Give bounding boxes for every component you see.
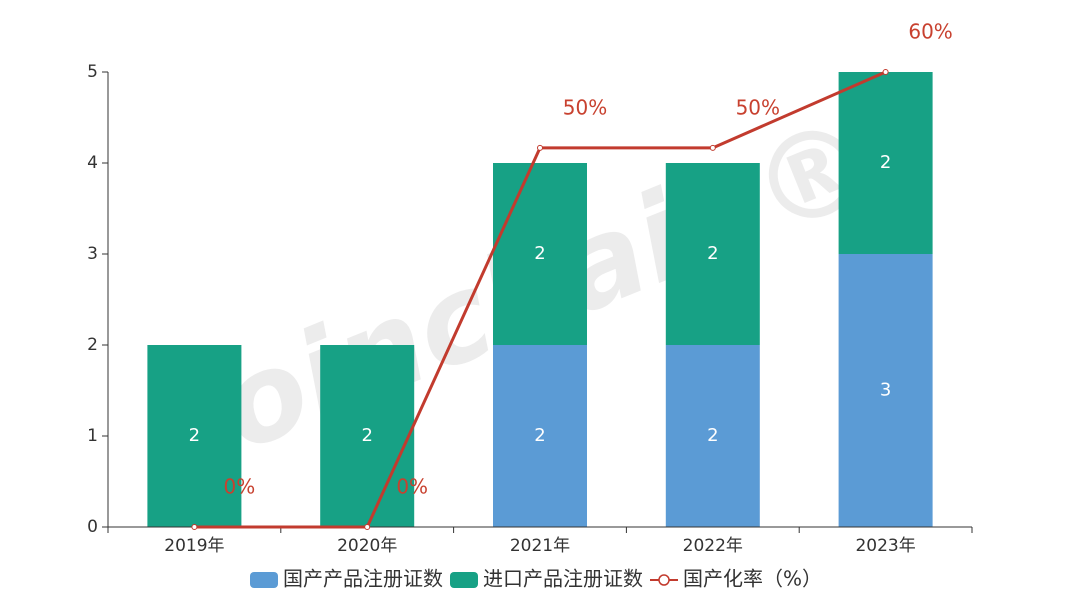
y-tick-label: 2 <box>87 335 98 355</box>
bar <box>665 163 760 345</box>
bar <box>838 72 933 254</box>
bar <box>320 345 415 527</box>
x-tick-label: 2022年 <box>683 536 743 556</box>
x-tick-label: 2019年 <box>164 536 224 556</box>
point-label: 0% <box>224 475 256 499</box>
bar-label: 3 <box>880 380 891 401</box>
y-tick-label: 0 <box>87 517 98 537</box>
x-tick-label: 2020年 <box>337 536 397 556</box>
point-label: 0% <box>396 475 428 499</box>
bar <box>838 254 933 527</box>
legend-label: 国产化率（%） <box>683 567 822 591</box>
y-tick-label: 1 <box>87 426 98 446</box>
bar-label: 2 <box>707 243 718 264</box>
legend-label: 进口产品注册证数 <box>483 567 643 591</box>
bar <box>147 345 242 527</box>
bar <box>665 345 760 527</box>
legend-swatch <box>658 574 670 586</box>
bar <box>493 345 587 527</box>
bar-label: 2 <box>361 425 372 446</box>
y-tick-label: 3 <box>87 244 98 264</box>
legend-label: 国产产品注册证数 <box>283 567 443 591</box>
bar-label: 2 <box>880 152 891 173</box>
point-label: 60% <box>908 20 952 44</box>
point-label: 50% <box>563 95 607 119</box>
point <box>709 144 716 151</box>
point <box>364 524 371 530</box>
x-tick-label: 2021年 <box>510 536 570 556</box>
legend-swatch <box>450 572 478 588</box>
x-tick-label: 2023年 <box>855 536 915 556</box>
point <box>191 524 198 530</box>
bar-label: 2 <box>189 425 200 446</box>
legend-swatch <box>250 572 278 588</box>
bar-label: 2 <box>707 425 718 446</box>
point <box>882 69 889 75</box>
bar <box>493 163 587 345</box>
point <box>537 144 543 151</box>
y-tick-label: 4 <box>87 153 98 173</box>
bar-label: 2 <box>534 425 545 446</box>
bar-label: 2 <box>534 243 545 264</box>
y-tick-label: 5 <box>87 62 98 82</box>
point-label: 50% <box>736 95 780 119</box>
